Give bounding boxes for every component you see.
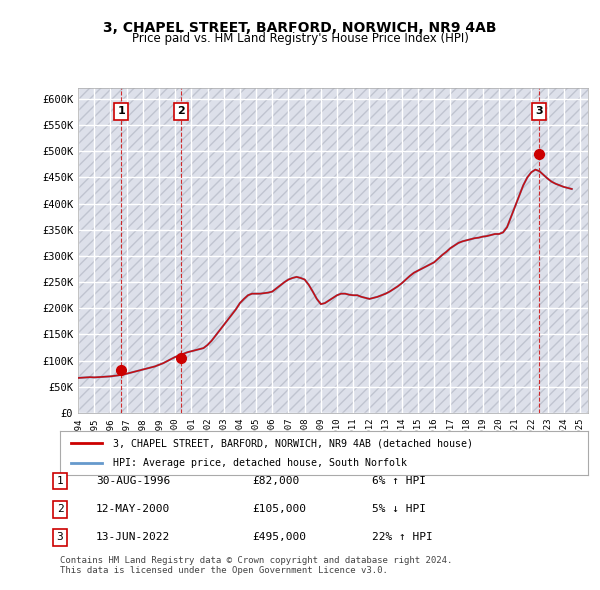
Text: 1: 1 — [56, 476, 64, 486]
Text: £82,000: £82,000 — [252, 476, 299, 486]
Text: 5% ↓ HPI: 5% ↓ HPI — [372, 504, 426, 514]
Text: 3: 3 — [535, 106, 542, 116]
Text: 1: 1 — [118, 106, 125, 116]
Text: 3, CHAPEL STREET, BARFORD, NORWICH, NR9 4AB (detached house): 3, CHAPEL STREET, BARFORD, NORWICH, NR9 … — [113, 438, 473, 448]
Text: 3, CHAPEL STREET, BARFORD, NORWICH, NR9 4AB: 3, CHAPEL STREET, BARFORD, NORWICH, NR9 … — [103, 21, 497, 35]
Text: 3: 3 — [56, 533, 64, 542]
Text: 2: 2 — [177, 106, 185, 116]
Text: HPI: Average price, detached house, South Norfolk: HPI: Average price, detached house, Sout… — [113, 458, 407, 467]
Text: £105,000: £105,000 — [252, 504, 306, 514]
Text: Contains HM Land Registry data © Crown copyright and database right 2024.
This d: Contains HM Land Registry data © Crown c… — [60, 556, 452, 575]
Text: 22% ↑ HPI: 22% ↑ HPI — [372, 533, 433, 542]
Text: 30-AUG-1996: 30-AUG-1996 — [96, 476, 170, 486]
Text: 12-MAY-2000: 12-MAY-2000 — [96, 504, 170, 514]
Text: 6% ↑ HPI: 6% ↑ HPI — [372, 476, 426, 486]
Text: 13-JUN-2022: 13-JUN-2022 — [96, 533, 170, 542]
Text: 2: 2 — [56, 504, 64, 514]
Text: Price paid vs. HM Land Registry's House Price Index (HPI): Price paid vs. HM Land Registry's House … — [131, 32, 469, 45]
Text: £495,000: £495,000 — [252, 533, 306, 542]
